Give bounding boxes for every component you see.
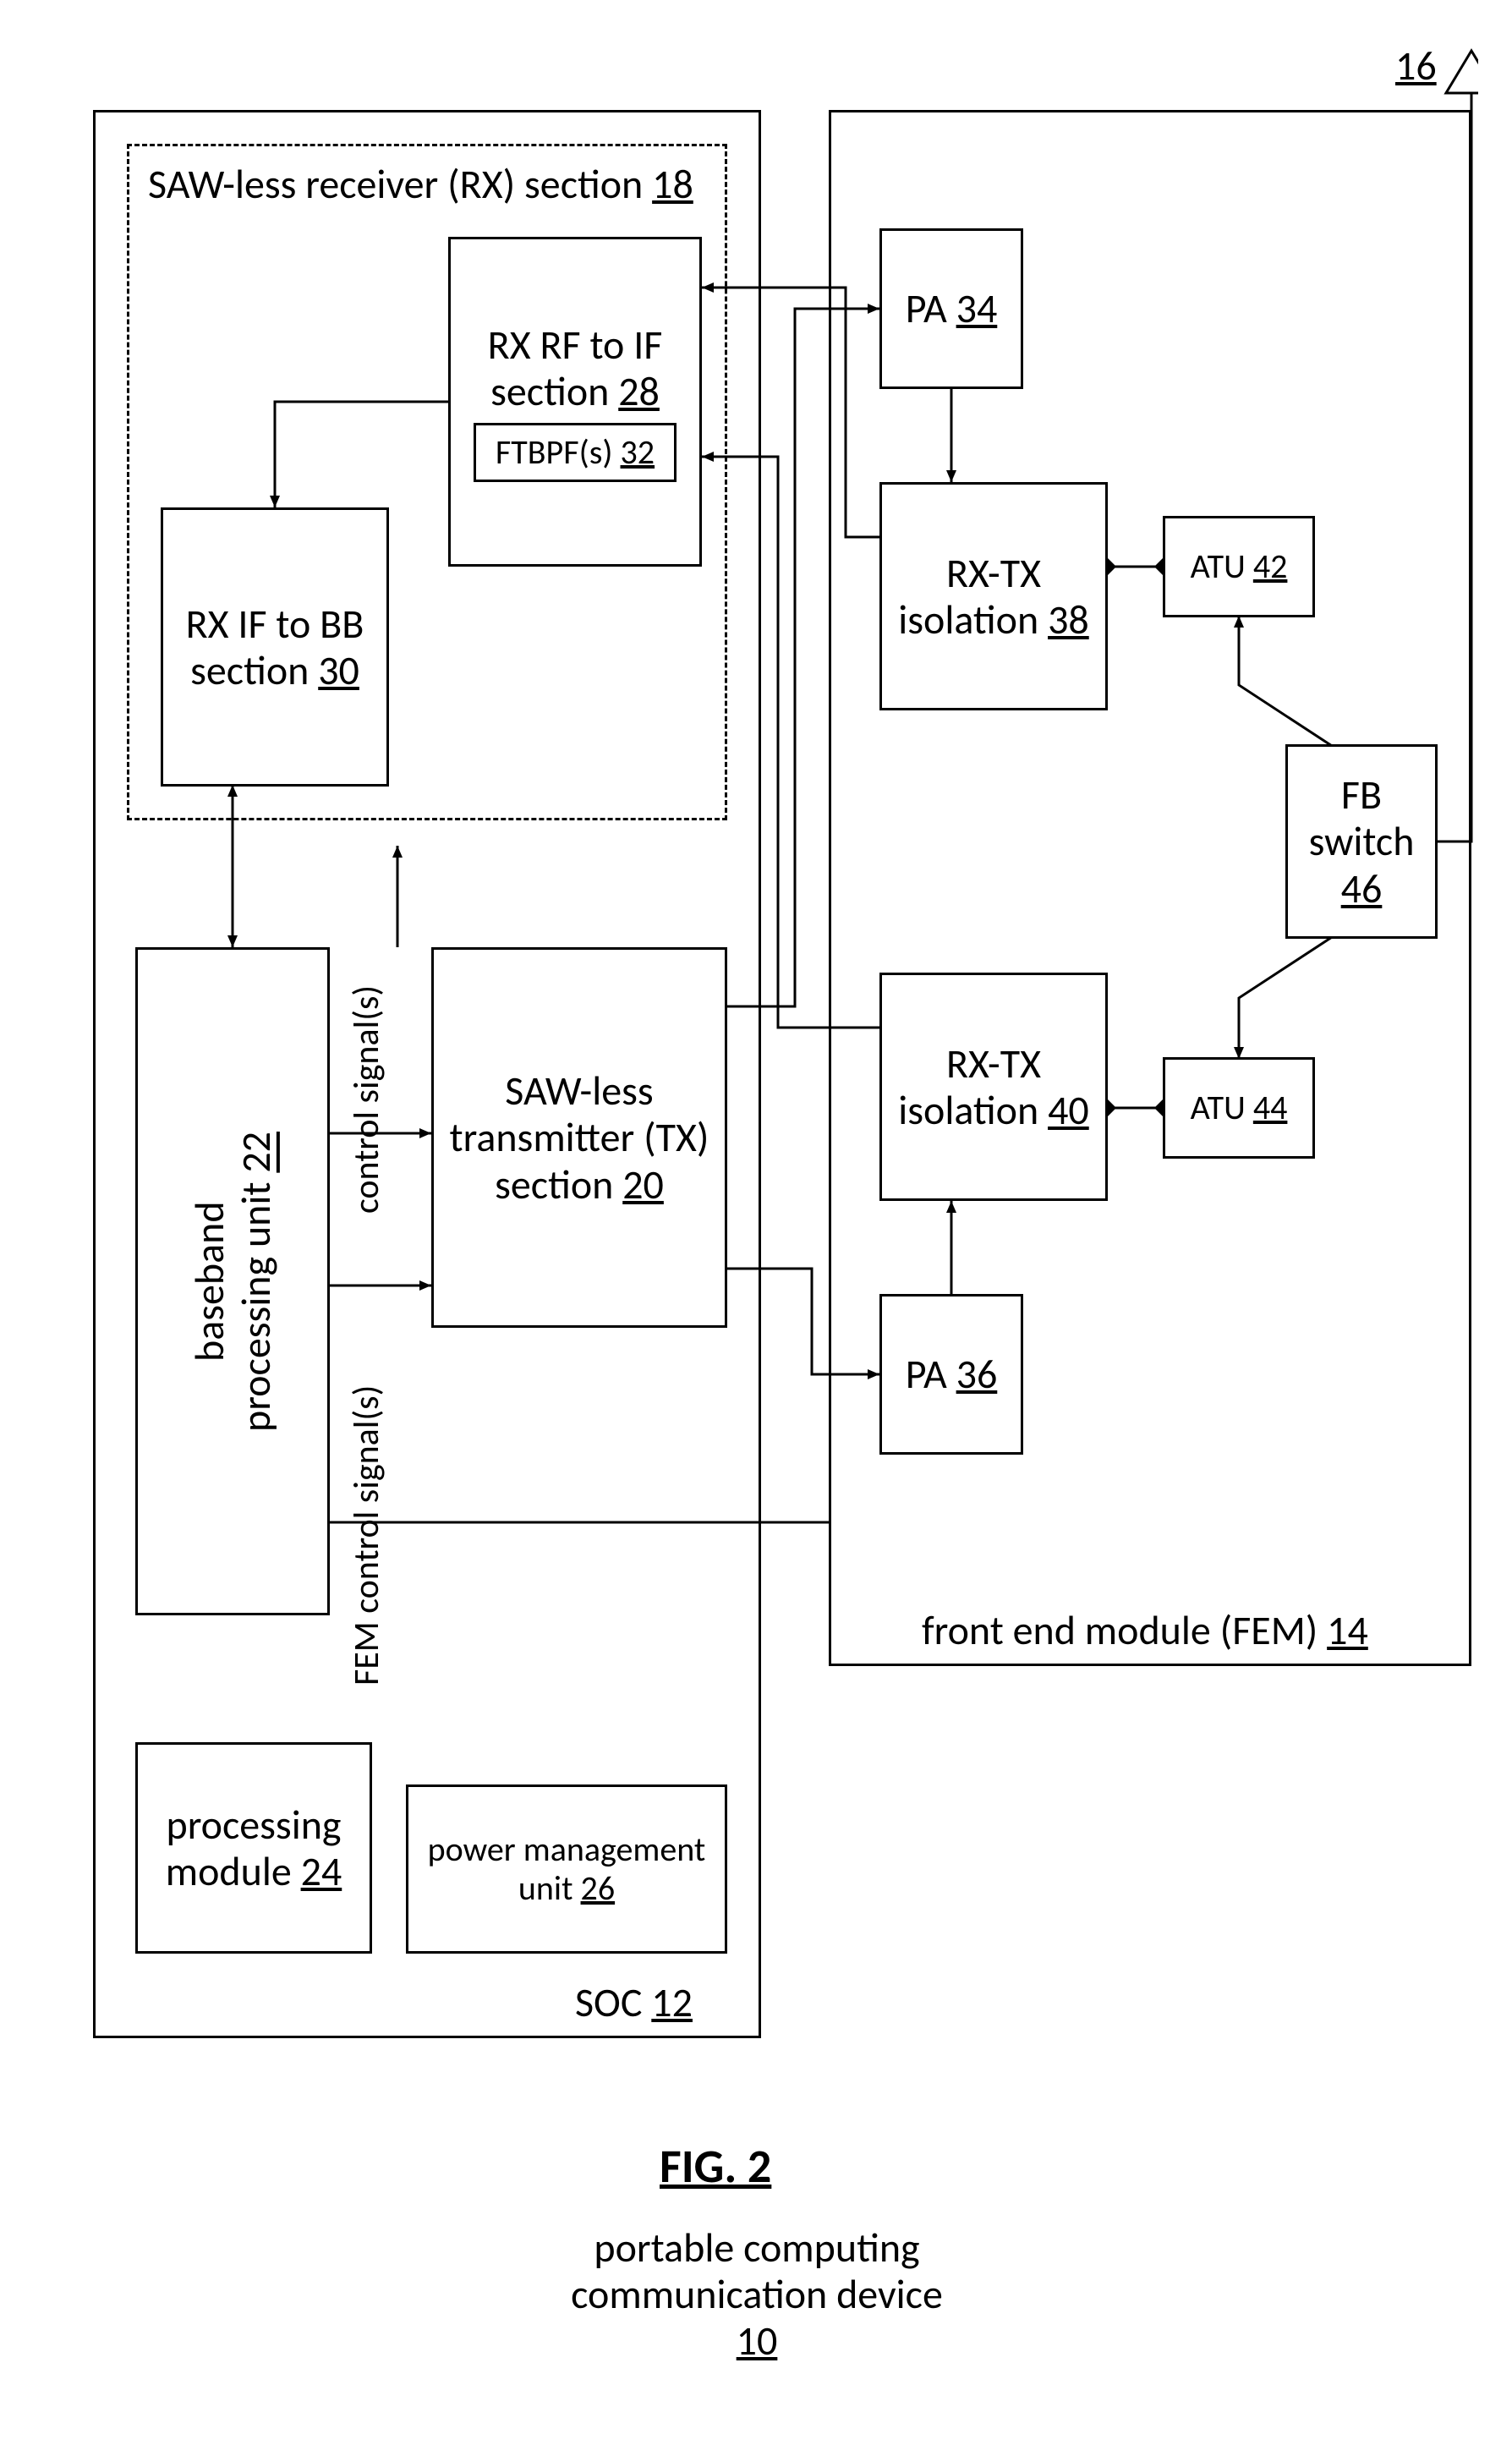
rx-rf-to-if-line2: section (490, 366, 609, 416)
fbswitch-ref: 46 (1341, 863, 1383, 913)
tx-section-line3: section (495, 1159, 613, 1209)
power-mgmt-line1: power management (428, 1830, 706, 1869)
proc-module-line1: processing (166, 1801, 341, 1848)
ftbpf-label: FTBPF(s) (496, 431, 613, 473)
atu2-ref: 44 (1253, 1087, 1288, 1128)
fbswitch-line1: FB (1341, 771, 1382, 818)
power-mgmt-ref: 26 (581, 1867, 616, 1909)
baseband-box: baseband processing unit 22 (135, 947, 330, 1615)
figure-caption-text: FIG. 2 (660, 2138, 771, 2196)
rx-section-text: SAW-less receiver (RX) section (148, 159, 643, 209)
fem-control-text: FEM control signal(s) (345, 1384, 388, 1685)
rx-section-label: SAW-less receiver (RX) section 18 (148, 161, 706, 207)
baseband-ref: 22 (231, 1132, 281, 1173)
pa2-label: PA (906, 1349, 947, 1399)
fem-ref: 14 (1327, 1605, 1368, 1655)
fem-label: front end module (FEM) 14 (922, 1607, 1368, 1653)
rx-rf-to-if-box: RX RF to IF section 28 FTBPF(s) 32 (448, 237, 702, 567)
rx-section-ref: 18 (652, 159, 693, 209)
pa2-ref: 36 (956, 1349, 998, 1399)
iso2-ref: 40 (1048, 1085, 1089, 1135)
power-mgmt-box: power management unit 26 (406, 1784, 727, 1954)
antenna-ref: 16 (1395, 41, 1437, 90)
rx-if-to-bb-line1: RX IF to BB (186, 600, 364, 647)
tx-section-box: SAW-less transmitter (TX) section 20 (431, 947, 727, 1328)
control-signals-text: control signal(s) (345, 985, 388, 1214)
device-label-line2: communication device (571, 2269, 943, 2319)
antenna-ref-label: 16 (1395, 42, 1437, 89)
device-label-ref: 10 (737, 2316, 778, 2366)
figure-caption: FIG. 2 (660, 2140, 771, 2194)
rx-rf-to-if-ref: 28 (618, 366, 660, 416)
iso1-box: RX-TX isolation 38 (879, 482, 1108, 710)
proc-module-box: processing module 24 (135, 1742, 372, 1954)
iso1-line2: isolation (898, 595, 1038, 644)
tx-section-line2: transmitter (TX) (450, 1114, 709, 1160)
pa1-ref: 34 (956, 283, 998, 333)
iso1-line1: RX-TX (946, 550, 1041, 596)
control-signals-label: control signal(s) (347, 960, 387, 1239)
ftbpf-box: FTBPF(s) 32 (474, 423, 677, 482)
proc-module-line2: module (166, 1846, 292, 1896)
fbswitch-line2: switch (1309, 816, 1415, 866)
soc-label-text: SOC (575, 1977, 642, 2027)
ftbpf-ref: 32 (621, 431, 655, 473)
proc-module-ref: 24 (301, 1846, 342, 1896)
fem-label-text: front end module (FEM) (922, 1605, 1318, 1655)
pa1-box: PA 34 (879, 228, 1023, 389)
rx-if-to-bb-box: RX IF to BB section 30 (161, 507, 389, 787)
atu1-ref: 42 (1253, 545, 1288, 587)
iso2-box: RX-TX isolation 40 (879, 973, 1108, 1201)
rx-rf-to-if-line1: RX RF to IF (488, 320, 663, 370)
pa2-box: PA 36 (879, 1294, 1023, 1455)
soc-ref: 12 (651, 1977, 693, 2027)
fem-control-label: FEM control signal(s) (347, 1353, 387, 1717)
fbswitch-box: FB switch 46 (1285, 744, 1438, 939)
iso2-line2: isolation (898, 1085, 1038, 1135)
atu2-box: ATU 44 (1163, 1057, 1315, 1159)
power-mgmt-line2: unit (518, 1867, 573, 1909)
device-label: portable computing communication device … (567, 2224, 947, 2365)
device-label-line1: portable computing (594, 2223, 919, 2272)
baseband-line1: baseband (184, 1201, 234, 1362)
atu1-label: ATU (1191, 545, 1246, 587)
baseband-line2: processing unit (231, 1181, 281, 1431)
tx-section-line1: SAW-less (505, 1067, 653, 1114)
iso1-ref: 38 (1048, 595, 1089, 644)
iso2-line1: RX-TX (946, 1040, 1041, 1087)
tx-section-ref: 20 (622, 1159, 664, 1209)
rx-if-to-bb-ref: 30 (318, 645, 359, 695)
pa1-label: PA (906, 283, 947, 333)
soc-label: SOC 12 (575, 1979, 693, 2026)
rx-if-to-bb-line2: section (190, 645, 309, 695)
atu1-box: ATU 42 (1163, 516, 1315, 617)
atu2-label: ATU (1191, 1087, 1246, 1128)
diagram-canvas: SOC 12 SAW-less receiver (RX) section 18… (34, 34, 1478, 2411)
